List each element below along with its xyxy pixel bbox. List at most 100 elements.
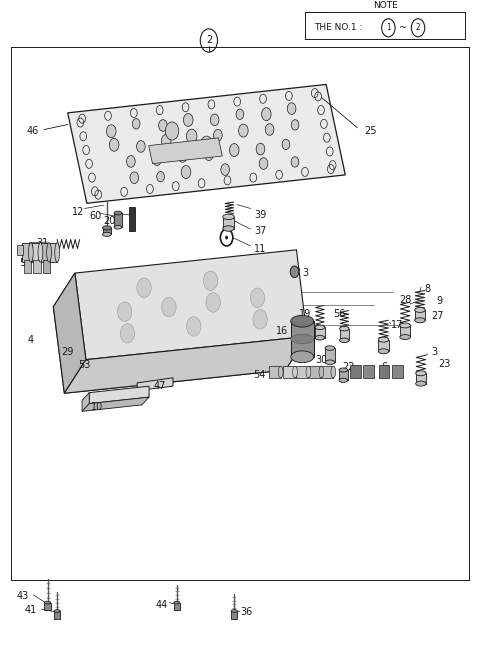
Ellipse shape xyxy=(103,226,111,230)
Ellipse shape xyxy=(291,351,314,363)
Bar xyxy=(22,243,31,262)
Circle shape xyxy=(214,130,222,141)
Polygon shape xyxy=(64,337,307,393)
Text: 37: 37 xyxy=(254,226,267,236)
Ellipse shape xyxy=(231,610,238,612)
Circle shape xyxy=(187,317,201,336)
Ellipse shape xyxy=(55,243,60,262)
Polygon shape xyxy=(68,84,345,203)
Bar xyxy=(129,206,135,231)
Circle shape xyxy=(201,136,212,151)
Ellipse shape xyxy=(278,366,283,378)
Circle shape xyxy=(206,293,220,312)
Circle shape xyxy=(130,172,139,183)
Ellipse shape xyxy=(306,366,311,378)
Bar xyxy=(363,365,374,378)
Bar xyxy=(350,365,360,378)
Ellipse shape xyxy=(416,381,426,386)
Text: 39: 39 xyxy=(254,210,266,220)
Circle shape xyxy=(288,103,296,115)
Ellipse shape xyxy=(223,214,234,219)
Ellipse shape xyxy=(416,371,426,376)
Ellipse shape xyxy=(378,348,389,354)
Bar xyxy=(416,373,426,384)
Bar xyxy=(54,611,60,619)
Circle shape xyxy=(162,297,176,317)
Ellipse shape xyxy=(47,243,51,262)
Circle shape xyxy=(291,157,299,167)
Text: ~: ~ xyxy=(399,23,407,33)
Ellipse shape xyxy=(400,335,410,339)
Ellipse shape xyxy=(339,326,349,331)
Bar xyxy=(43,260,50,273)
Ellipse shape xyxy=(319,366,324,378)
Bar xyxy=(40,243,49,262)
Bar xyxy=(297,366,309,378)
Bar xyxy=(378,340,389,351)
Bar xyxy=(32,243,40,262)
Ellipse shape xyxy=(339,338,349,343)
Circle shape xyxy=(210,114,219,126)
Ellipse shape xyxy=(174,601,180,604)
Ellipse shape xyxy=(415,318,425,323)
Circle shape xyxy=(178,149,187,162)
Text: 36: 36 xyxy=(240,607,252,617)
Circle shape xyxy=(109,138,119,151)
Ellipse shape xyxy=(28,243,33,262)
Ellipse shape xyxy=(339,379,348,383)
Circle shape xyxy=(225,236,228,240)
Bar xyxy=(114,213,122,227)
Ellipse shape xyxy=(45,601,51,604)
Text: 3: 3 xyxy=(432,347,438,357)
Ellipse shape xyxy=(339,368,348,372)
Text: 19: 19 xyxy=(299,309,311,319)
Ellipse shape xyxy=(114,225,122,229)
Ellipse shape xyxy=(331,366,336,378)
Text: 17: 17 xyxy=(391,320,403,329)
Polygon shape xyxy=(89,386,149,403)
Circle shape xyxy=(259,158,268,170)
Ellipse shape xyxy=(415,307,425,312)
Circle shape xyxy=(153,155,161,166)
Ellipse shape xyxy=(315,335,324,340)
Ellipse shape xyxy=(291,334,314,344)
Circle shape xyxy=(186,129,197,143)
Polygon shape xyxy=(149,138,222,164)
Circle shape xyxy=(291,120,299,130)
Bar xyxy=(322,366,333,378)
Text: 46: 46 xyxy=(27,126,39,136)
Bar xyxy=(415,310,425,320)
Text: 30: 30 xyxy=(315,355,327,365)
Circle shape xyxy=(107,124,116,138)
Circle shape xyxy=(183,113,193,126)
Text: 43: 43 xyxy=(16,591,28,601)
Ellipse shape xyxy=(325,346,335,350)
Bar xyxy=(174,603,180,610)
Ellipse shape xyxy=(315,325,324,329)
Text: 11: 11 xyxy=(254,244,266,254)
Bar xyxy=(400,326,410,337)
Text: 27: 27 xyxy=(432,311,444,322)
Text: NOTE: NOTE xyxy=(373,1,398,10)
Circle shape xyxy=(157,172,164,182)
Text: 59: 59 xyxy=(292,370,305,380)
Circle shape xyxy=(236,109,244,119)
Circle shape xyxy=(137,278,151,297)
Bar xyxy=(339,370,348,381)
Circle shape xyxy=(204,149,213,160)
Ellipse shape xyxy=(223,226,234,231)
Ellipse shape xyxy=(103,233,111,236)
Circle shape xyxy=(132,119,140,129)
Text: 41: 41 xyxy=(24,605,36,615)
Circle shape xyxy=(265,124,274,136)
Polygon shape xyxy=(137,378,173,390)
Ellipse shape xyxy=(293,366,298,378)
Polygon shape xyxy=(53,273,86,393)
Ellipse shape xyxy=(378,337,389,342)
Circle shape xyxy=(161,134,171,147)
Circle shape xyxy=(253,310,267,329)
Text: 53: 53 xyxy=(78,360,91,370)
Circle shape xyxy=(256,143,265,155)
Text: THE NO.1 :: THE NO.1 : xyxy=(314,24,362,32)
Bar xyxy=(310,366,322,378)
